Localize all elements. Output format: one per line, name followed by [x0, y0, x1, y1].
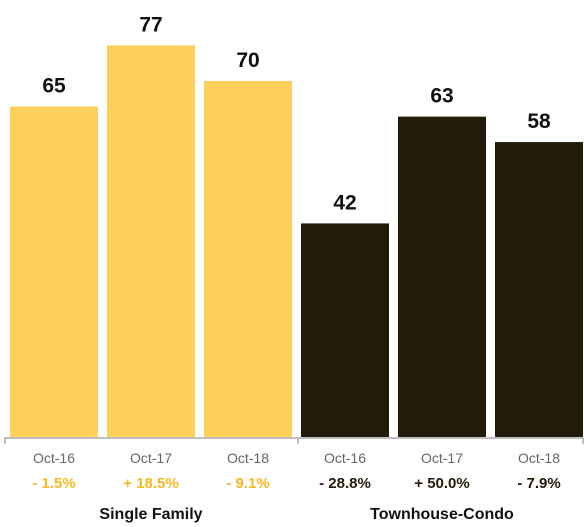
- bar-value-label: 63: [430, 85, 453, 108]
- x-tick-label: Oct-16: [33, 450, 75, 466]
- x-tick-label: Oct-18: [518, 450, 560, 466]
- bar-value-label: 77: [139, 13, 162, 36]
- bar: [398, 116, 486, 437]
- percent-change-label: - 1.5%: [32, 475, 75, 492]
- bar-value-label: 70: [236, 49, 259, 72]
- x-tick-label: Oct-17: [130, 450, 172, 466]
- percent-change-label: - 9.1%: [226, 475, 269, 492]
- x-tick-label: Oct-17: [421, 450, 463, 466]
- bar: [10, 106, 98, 437]
- percent-change-label: + 18.5%: [123, 475, 178, 492]
- x-tick-label: Oct-16: [324, 450, 366, 466]
- bar-value-label: 58: [527, 110, 551, 133]
- group-label: Townhouse-Condo: [370, 506, 514, 523]
- percent-change-label: + 50.0%: [414, 475, 469, 492]
- bar-value-label: 65: [42, 74, 66, 97]
- bar: [495, 142, 583, 438]
- bar: [301, 223, 389, 437]
- group-label: Single Family: [99, 506, 202, 523]
- bar-value-label: 42: [333, 191, 356, 214]
- percent-change-label: - 28.8%: [319, 475, 371, 492]
- bar: [107, 45, 195, 438]
- x-tick-label: Oct-18: [227, 450, 269, 466]
- percent-change-label: - 7.9%: [517, 475, 560, 492]
- bar: [204, 81, 292, 438]
